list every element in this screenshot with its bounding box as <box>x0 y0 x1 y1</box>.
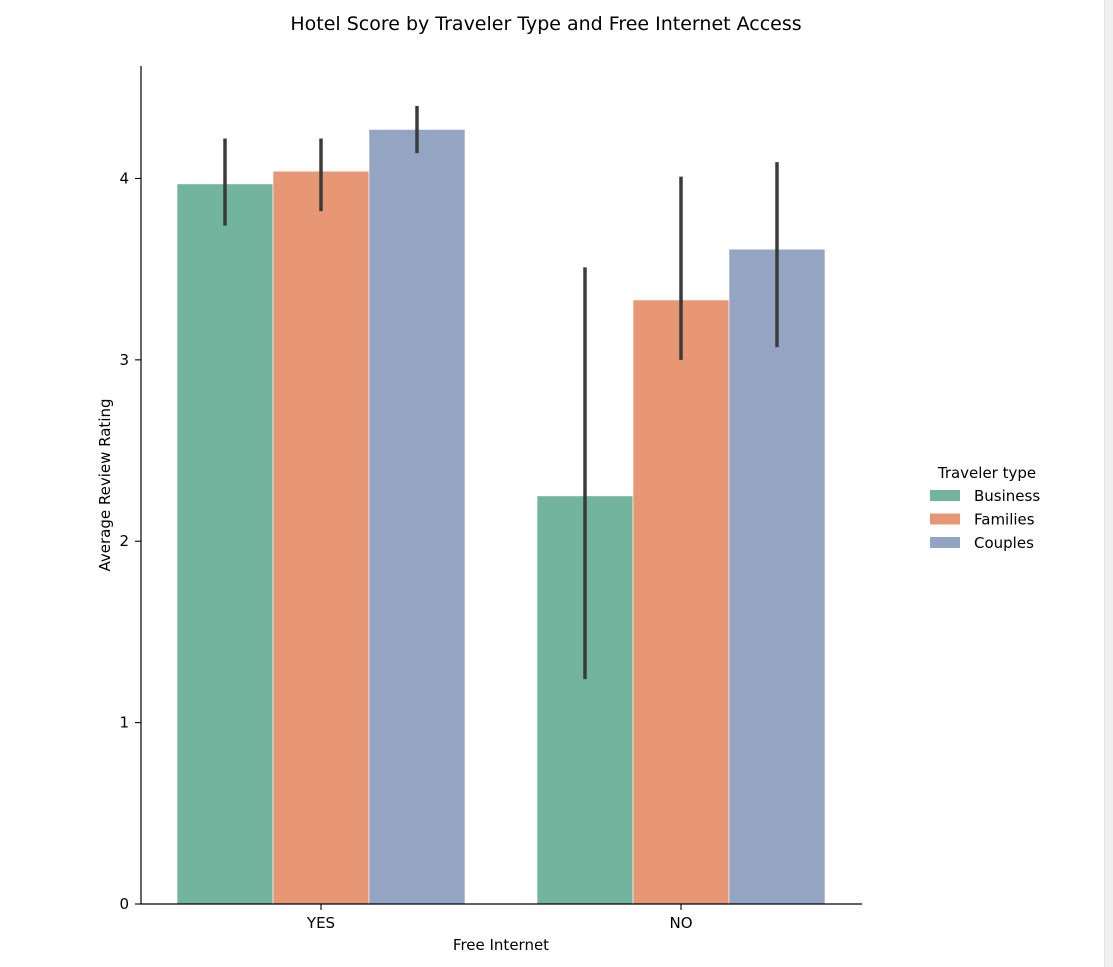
legend-swatch-couples <box>930 537 960 548</box>
y-tick-label: 3 <box>119 351 129 369</box>
bar-couples-yes <box>368 129 466 905</box>
legend-label-families: Families <box>974 511 1035 529</box>
bar-families-yes <box>272 170 370 905</box>
y-tick-label: 0 <box>119 895 129 913</box>
legend-label-couples: Couples <box>974 534 1034 552</box>
error-bars-layer <box>223 105 779 680</box>
x-tick-label: YES <box>306 914 335 932</box>
legend-title: Traveler type <box>937 464 1036 482</box>
legend-label-business: Business <box>974 487 1040 505</box>
y-ticks: 0 1 2 3 4 <box>119 169 141 913</box>
legend-swatch-families <box>930 513 960 525</box>
x-ticks: YES NO <box>306 904 693 932</box>
x-tick-label: NO <box>669 914 692 932</box>
bar-business-yes <box>176 183 274 905</box>
bar-families-no <box>632 299 730 905</box>
y-tick-label: 1 <box>119 714 129 732</box>
chart-title: Hotel Score by Traveler Type and Free In… <box>290 13 801 35</box>
bar-couples-no <box>728 248 826 905</box>
y-axis-label: Average Review Rating <box>96 398 114 571</box>
legend: Traveler type Business Families Couples <box>930 464 1040 552</box>
y-tick-label: 4 <box>119 169 129 187</box>
scrollbar[interactable] <box>1104 0 1113 967</box>
legend-swatch-business <box>930 490 960 501</box>
bars-layer <box>176 129 826 905</box>
y-tick-label: 2 <box>119 532 129 550</box>
x-axis-label: Free Internet <box>453 936 549 954</box>
